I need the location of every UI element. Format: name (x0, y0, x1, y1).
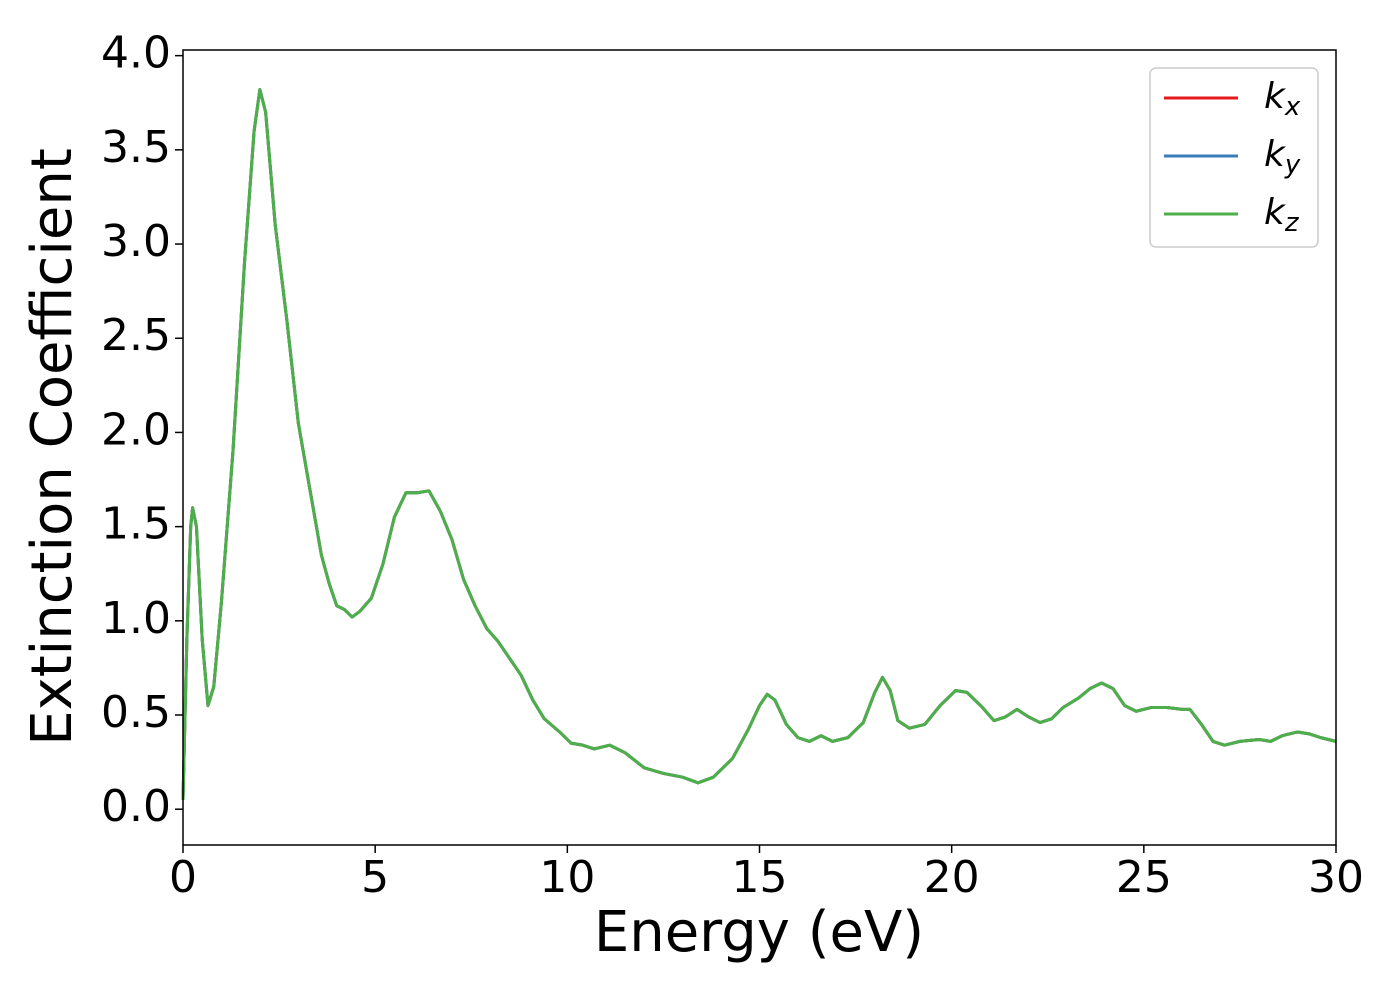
y-tick-label: 1.0 (101, 593, 171, 644)
x-tick-label: 15 (732, 852, 788, 903)
y-tick-label: 2.5 (101, 310, 171, 361)
x-tick-label: 5 (361, 852, 389, 903)
x-tick-label: 25 (1116, 852, 1172, 903)
plot-frame (182, 49, 1337, 846)
legend-label: kz (1264, 192, 1300, 238)
y-tick-label: 3.0 (101, 216, 171, 267)
x-tick-label: 20 (924, 852, 980, 903)
data-line (181, 88, 1337, 800)
y-tick-label: 3.5 (101, 122, 171, 173)
x-axis-label: Energy (eV) (594, 900, 924, 965)
y-tick-label: 0.0 (101, 781, 171, 832)
y-tick-label: 1.5 (101, 499, 171, 550)
y-tick-label: 0.5 (101, 687, 171, 738)
y-tick-label: 2.0 (101, 404, 171, 455)
legend-label: ky (1264, 134, 1301, 180)
x-tick-label: 0 (169, 852, 197, 903)
x-tick-label: 30 (1308, 852, 1364, 903)
legend-label: kx (1264, 76, 1301, 122)
y-axis-label: Extinction Coefficient (20, 148, 85, 746)
x-tick-label: 10 (539, 852, 595, 903)
y-tick-label: 4.0 (101, 28, 171, 79)
